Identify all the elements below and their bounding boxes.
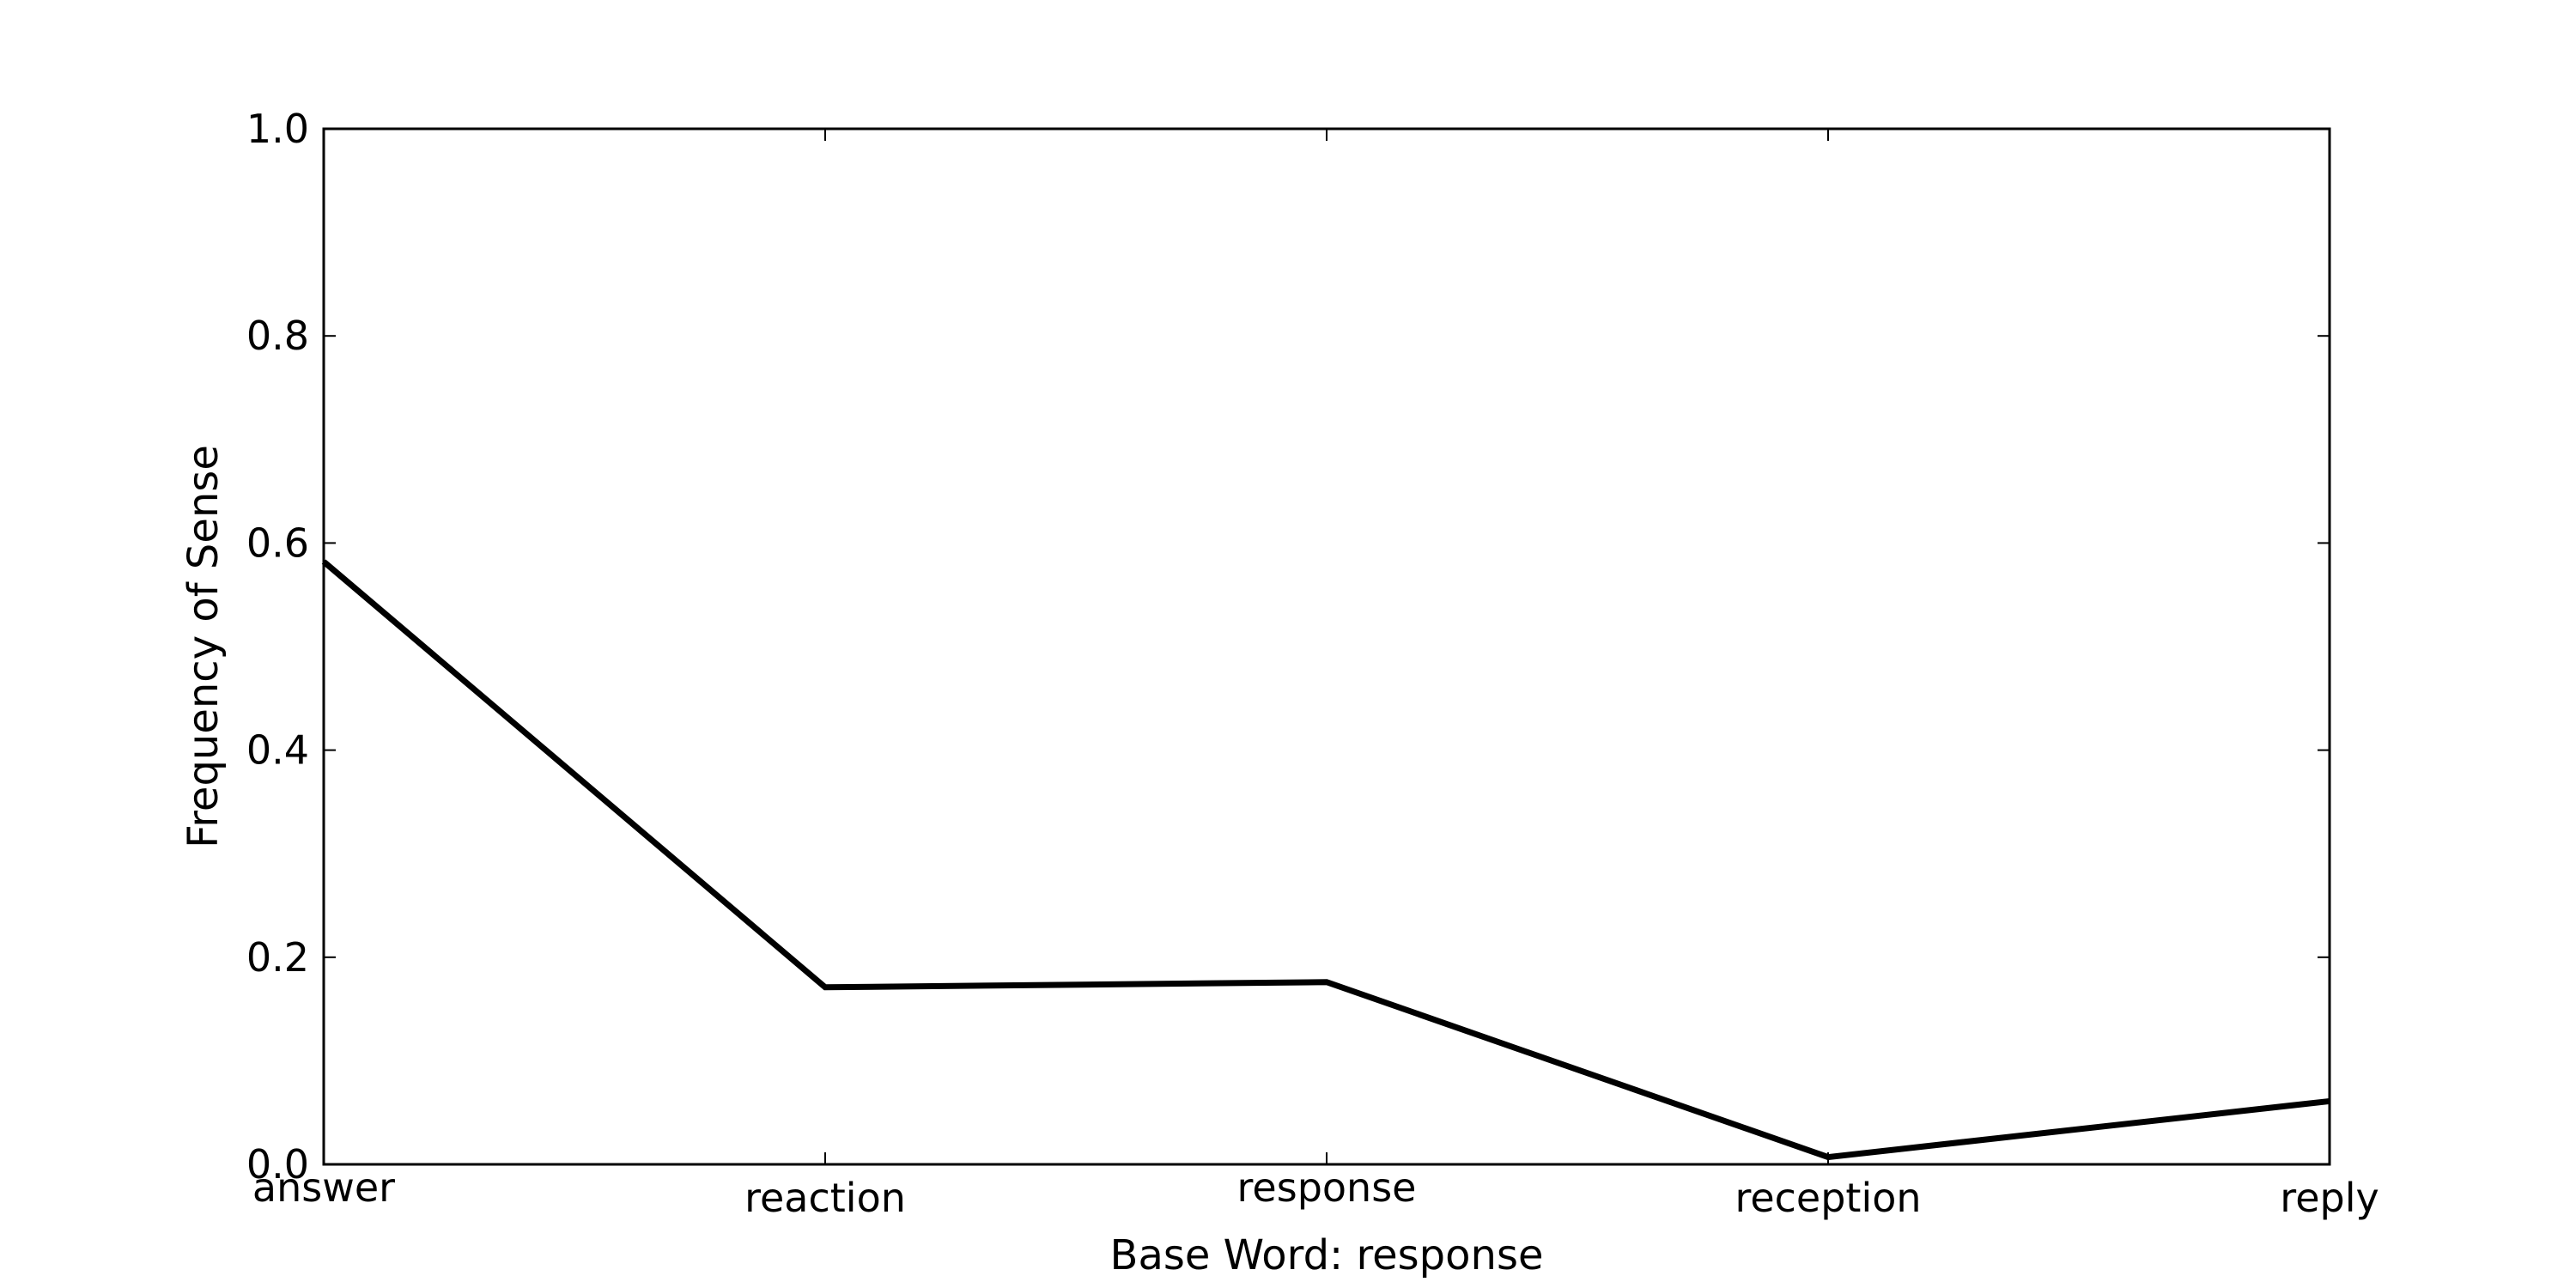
- series-line: [321, 559, 2330, 1161]
- tick-labels: answer reaction response reception reply 0.0 0…: [246, 106, 2379, 1221]
- x-tick-label: reception: [1735, 1175, 1921, 1221]
- y-tick-label: 0.6: [246, 519, 309, 566]
- series: [321, 559, 2330, 1161]
- x-tick-label: reaction: [744, 1175, 906, 1221]
- x-tick-label: reply: [2280, 1175, 2379, 1221]
- y-tick-label: 0.8: [246, 313, 309, 359]
- y-tick-label: 0.2: [246, 934, 309, 981]
- x-axis-label: Base Word: response: [1110, 1231, 1544, 1279]
- plot-area: [324, 129, 2330, 1164]
- plot-frame: [322, 127, 2331, 1166]
- x-tick-label: answer: [252, 1164, 395, 1211]
- y-axis-label: Frequency of Sense: [179, 445, 228, 848]
- y-tick-label: 0.0: [246, 1141, 309, 1188]
- y-tick-label: 0.4: [246, 727, 309, 774]
- x-tick-label: response: [1237, 1164, 1417, 1211]
- y-tick-label: 1.0: [246, 106, 309, 152]
